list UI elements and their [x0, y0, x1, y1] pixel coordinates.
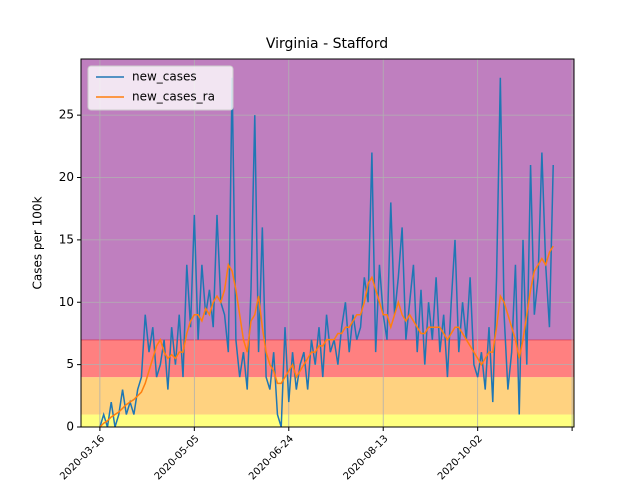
chart-title: Virginia - Stafford	[266, 36, 388, 52]
x-tick-label: 2020-05-05	[153, 433, 202, 480]
y-tick-label: 20	[59, 170, 74, 184]
legend: new_cases new_cases_ra	[87, 65, 234, 111]
legend-box	[87, 65, 234, 111]
legend-label: new_cases	[132, 70, 197, 84]
x-tick-label: 2020-06-24	[247, 433, 296, 480]
threshold-band	[81, 377, 574, 415]
y-tick-label: 15	[59, 232, 74, 246]
series-line	[99, 245, 554, 428]
y-tick-label: 0	[66, 420, 74, 434]
y-tick-label: 25	[59, 108, 74, 122]
x-tick-label: 2020-08-13	[342, 433, 391, 480]
plot-frame	[80, 58, 575, 428]
x-tick-label: 2020-03-16	[58, 433, 107, 480]
series-line	[99, 77, 554, 428]
legend-label: new_cases_ra	[132, 90, 215, 104]
y-tick-label: 10	[59, 295, 74, 309]
threshold-band	[81, 414, 574, 427]
x-tick-label: 2020-10-02	[436, 433, 485, 480]
y-axis-label: Cases per 100k	[31, 196, 45, 289]
y-tick-label: 5	[66, 357, 74, 371]
